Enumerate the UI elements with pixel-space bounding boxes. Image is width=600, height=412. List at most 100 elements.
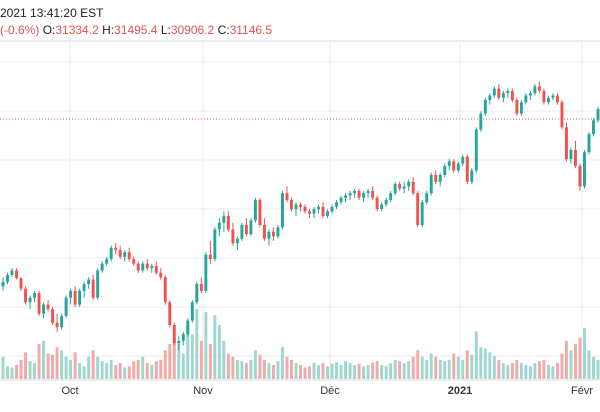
volume-bar xyxy=(105,363,109,379)
candle-up xyxy=(253,200,257,221)
volume-bar xyxy=(118,363,122,379)
candle-up xyxy=(470,170,474,182)
volume-bar xyxy=(569,350,573,379)
candle-down xyxy=(199,284,203,291)
volume-bar xyxy=(420,356,424,379)
volume-bar xyxy=(555,363,559,379)
candle-down xyxy=(154,265,158,273)
x-tick-fevr: Févr xyxy=(571,385,593,397)
volume-bar xyxy=(145,363,149,379)
volume-bar xyxy=(326,366,330,379)
candle-up xyxy=(407,181,411,187)
candle-down xyxy=(226,215,230,230)
volume-bar xyxy=(244,363,248,379)
volume-bar xyxy=(488,352,492,379)
volume-bar xyxy=(127,366,131,379)
candle-down xyxy=(375,197,379,210)
volume-bar xyxy=(190,334,194,379)
volume-bar xyxy=(159,359,163,379)
open-value: 31334.2 xyxy=(55,23,99,37)
x-tick-nov: Nov xyxy=(193,385,213,397)
candle-up xyxy=(150,265,154,269)
volume-bar xyxy=(73,352,77,379)
candle-up xyxy=(519,102,523,114)
volume-bar xyxy=(452,353,456,379)
volume-bar xyxy=(515,359,519,379)
candle-up xyxy=(195,284,199,303)
candle-down xyxy=(290,200,293,210)
volume-bar xyxy=(357,363,361,379)
candle-down xyxy=(145,263,149,269)
volume-bar xyxy=(416,350,420,379)
volume-bar xyxy=(199,340,203,379)
candle-down xyxy=(37,293,41,314)
volume-bar xyxy=(366,365,370,379)
candle-down xyxy=(578,165,582,187)
volume-bar xyxy=(501,363,505,379)
volume-bar xyxy=(15,365,18,379)
volume-bar xyxy=(186,324,190,379)
candle-down xyxy=(465,156,469,182)
candle-down xyxy=(91,279,95,298)
candle-up xyxy=(362,193,366,198)
volume-bar xyxy=(479,347,483,379)
candle-down xyxy=(321,206,325,216)
high-value: 31495.4 xyxy=(114,23,158,37)
candle-up xyxy=(33,293,37,298)
volume-bar xyxy=(470,354,474,379)
volume-bar xyxy=(402,363,406,379)
candle-up xyxy=(82,284,86,291)
volume-bar xyxy=(393,359,397,379)
candle-up xyxy=(393,184,397,194)
candle-up xyxy=(141,263,145,271)
volume-bar xyxy=(285,356,289,379)
volume-bar xyxy=(317,365,320,379)
open-label: O: xyxy=(42,23,56,37)
x-tick-oct: Oct xyxy=(61,385,79,397)
volume-bar xyxy=(226,353,230,379)
candle-down xyxy=(172,325,176,344)
candles xyxy=(1,81,600,350)
candle-up xyxy=(420,202,424,225)
volume-bar xyxy=(64,356,68,379)
candle-up xyxy=(479,113,483,130)
candle-up xyxy=(524,95,528,103)
candle-up xyxy=(190,302,194,321)
volume-bar xyxy=(407,361,411,379)
candle-down xyxy=(24,288,28,303)
volume-bar xyxy=(542,359,546,379)
close-label: C: xyxy=(217,23,230,37)
volume-bar xyxy=(136,359,140,379)
x-tick-dec: Déc xyxy=(320,385,340,397)
candle-up xyxy=(10,270,14,275)
candle-up xyxy=(330,206,334,212)
candle-up xyxy=(204,254,208,291)
volume-bar xyxy=(510,363,514,379)
volume-bar xyxy=(217,324,221,379)
volume-bar xyxy=(132,361,136,379)
candle-up xyxy=(60,315,64,328)
candle-up xyxy=(69,290,73,298)
candle-up xyxy=(294,204,298,210)
candle-down xyxy=(573,150,577,166)
close-value: 31146.5 xyxy=(229,23,273,37)
candle-up xyxy=(380,204,384,210)
candle-up xyxy=(276,227,280,237)
candle-down xyxy=(258,200,262,225)
candle-up xyxy=(222,215,226,223)
candle-down xyxy=(118,250,122,257)
volume-bar xyxy=(429,353,433,379)
volume-bar xyxy=(335,362,339,379)
candle-up xyxy=(249,220,253,235)
candle-up xyxy=(42,304,46,314)
candle-down xyxy=(73,290,77,305)
volume-bar xyxy=(497,359,501,379)
volume-bar xyxy=(163,350,167,379)
volume-bar xyxy=(592,356,595,379)
candle-up xyxy=(384,200,388,205)
candle-up xyxy=(569,150,573,160)
candle-up xyxy=(546,97,550,103)
candle-down xyxy=(114,247,118,250)
